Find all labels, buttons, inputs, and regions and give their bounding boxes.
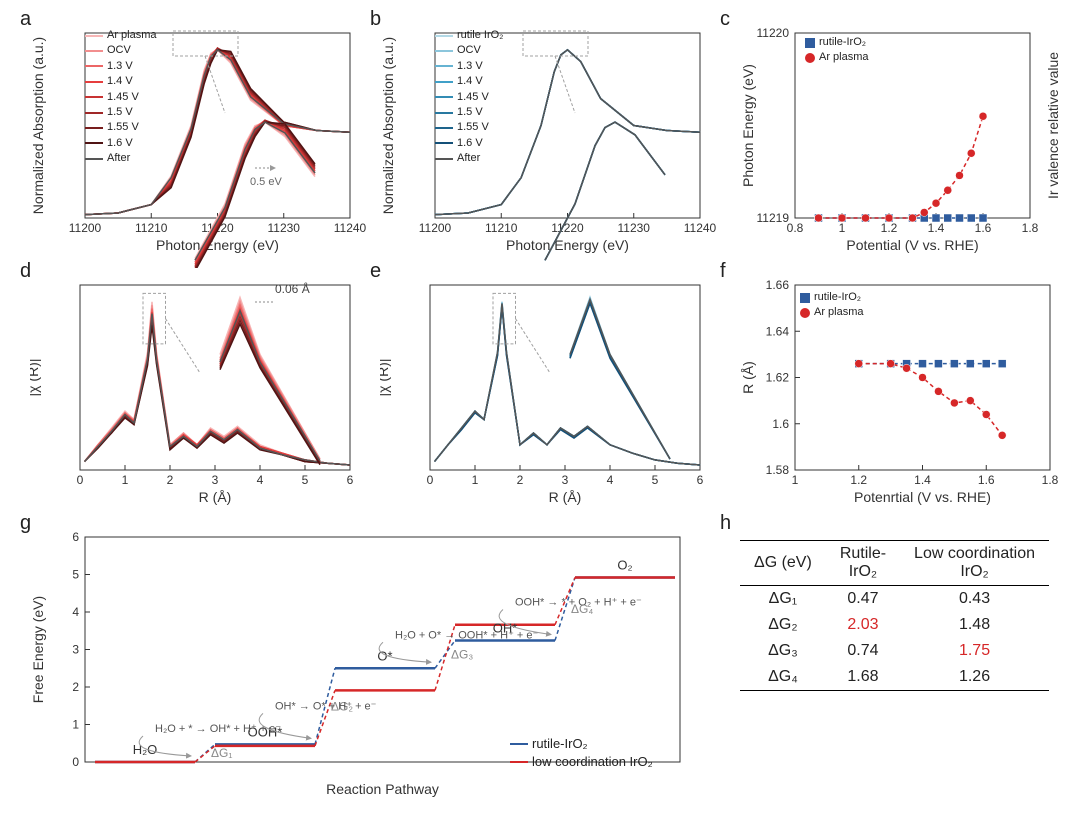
svg-text:Potenrtial (V vs. RHE): Potenrtial (V vs. RHE) [854,489,991,505]
svg-text:1.6: 1.6 [975,221,992,235]
svg-text:2: 2 [517,473,524,487]
svg-text:11210: 11210 [135,221,168,235]
svg-text:11230: 11230 [618,221,651,235]
svg-text:1.64: 1.64 [766,324,790,338]
svg-text:0: 0 [77,473,84,487]
svg-text:ΔG₁: ΔG₁ [211,746,232,760]
svg-text:R (Å): R (Å) [549,489,582,505]
svg-text:3: 3 [212,473,219,487]
svg-text:0.5 eV: 0.5 eV [250,176,282,188]
chart-d: 0 1 2 3 4 5 6 R (Å) |χ (R)| 0.06 Å [30,270,370,520]
svg-text:11240: 11240 [334,221,367,235]
svg-text:OH* → O* + H⁺ + e⁻: OH* → O* + H⁺ + e⁻ [275,700,377,712]
svg-text:1.66: 1.66 [766,278,790,292]
chart-b: 11200 11210 11220 11230 11240 Photon Energy (… [380,18,720,268]
svg-text:1.4: 1.4 [914,473,931,487]
svg-text:R (Å): R (Å) [740,361,756,394]
svg-text:Free Energy (eV): Free Energy (eV) [30,596,46,703]
svg-text:1: 1 [72,718,79,732]
svg-text:1.2: 1.2 [881,221,898,235]
panel-label-f: f [720,260,726,283]
svg-text:1.6: 1.6 [978,473,995,487]
svg-text:11240: 11240 [684,221,717,235]
svg-text:2: 2 [167,473,174,487]
svg-text:2: 2 [72,680,79,694]
svg-text:Potential (V vs. RHE): Potential (V vs. RHE) [846,237,978,253]
svg-text:1.8: 1.8 [1042,473,1059,487]
svg-text:3: 3 [562,473,569,487]
svg-text:1.6: 1.6 [772,417,789,431]
legend-b: rutile IrO₂OCV1.3 V1.4 V1.45 V1.5 V1.55 … [435,28,503,167]
svg-text:1: 1 [472,473,479,487]
svg-text:1: 1 [122,473,129,487]
legend-a: Ar plasmaOCV1.3 V1.4 V1.45 V1.5 V1.55 V1… [85,28,157,167]
svg-text:H₂O: H₂O [133,742,158,757]
svg-text:6: 6 [72,530,79,544]
svg-text:Ir valence relative value: Ir valence relative value [1045,52,1061,199]
chart-a: 1120011210112201123011240Photon Energy (… [30,18,370,268]
chart-f: 1 1.2 1.4 1.6 1.8 1.58 1.6 1.62 1.64 1.66 Potenrti… [730,270,1070,520]
svg-text:1.8: 1.8 [1022,221,1039,235]
svg-text:0.06 Å: 0.06 Å [275,281,310,296]
chart-c: 0.8 1 1.2 1.4 1.6 1.8 11219 11220 Potential (V v… [730,18,1070,268]
panel-label-c: c [720,8,730,31]
svg-text:1.58: 1.58 [766,463,790,477]
svg-text:3: 3 [72,643,79,657]
svg-text:O₂: O₂ [617,558,632,573]
legend-c: rutile-IrO₂Ar plasma [805,35,869,66]
svg-text:4: 4 [257,473,264,487]
svg-text:4: 4 [607,473,614,487]
svg-text:0.8: 0.8 [787,221,804,235]
svg-text:11200: 11200 [69,221,102,235]
table-h: ΔG (eV)Rutile-IrO₂Low coordinationIrO₂ΔG… [740,540,1049,691]
svg-text:5: 5 [72,568,79,582]
svg-text:Normalized Absorption (a.u.): Normalized Absorption (a.u.) [30,37,46,214]
svg-text:1: 1 [792,473,799,487]
svg-text:H₂O + O* → OOH* + H⁺ + e⁻: H₂O + O* → OOH* + H⁺ + e⁻ [395,629,539,641]
svg-text:Photon Energy (eV): Photon Energy (eV) [740,64,756,187]
svg-text:1.62: 1.62 [766,371,790,385]
svg-text:R (Å): R (Å) [199,489,232,505]
svg-text:11220: 11220 [757,26,790,40]
svg-text:5: 5 [302,473,309,487]
svg-text:Photon Energy (eV): Photon Energy (eV) [156,237,279,253]
svg-text:1.4: 1.4 [928,221,945,235]
svg-text:5: 5 [652,473,659,487]
svg-text:Reaction Pathway: Reaction Pathway [326,781,439,797]
svg-text:1: 1 [839,221,846,235]
legend-f: rutile-IrO₂Ar plasma [800,290,864,321]
svg-text:|χ (R)|: |χ (R)| [380,359,391,397]
svg-text:6: 6 [697,473,704,487]
figure-root: a b c d e f g h 112001121011220112301124… [0,0,1080,815]
svg-text:Photon Energy (eV): Photon Energy (eV) [506,237,629,253]
svg-text:0: 0 [427,473,434,487]
svg-text:6: 6 [347,473,354,487]
svg-text:0: 0 [72,755,79,769]
svg-text:11210: 11210 [485,221,518,235]
svg-text:1.2: 1.2 [850,473,867,487]
svg-text:|χ (R)|: |χ (R)| [30,359,41,397]
svg-text:11200: 11200 [419,221,452,235]
svg-text:OOH* → * + O₂ + H⁺ + e⁻: OOH* → * + O₂ + H⁺ + e⁻ [515,597,642,609]
svg-text:11219: 11219 [757,211,790,225]
svg-text:11220: 11220 [551,221,584,235]
svg-text:4: 4 [72,605,79,619]
legend-g: rutile-IrO₂low coordination IrO₂ [510,735,653,771]
svg-text:ΔG₃: ΔG₃ [451,647,473,661]
svg-text:11230: 11230 [268,221,301,235]
svg-text:Normalized Absorption (a.u.): Normalized Absorption (a.u.) [380,37,396,214]
chart-e: 0 1 2 3 4 5 6 R (Å) |χ (R)| [380,270,720,520]
